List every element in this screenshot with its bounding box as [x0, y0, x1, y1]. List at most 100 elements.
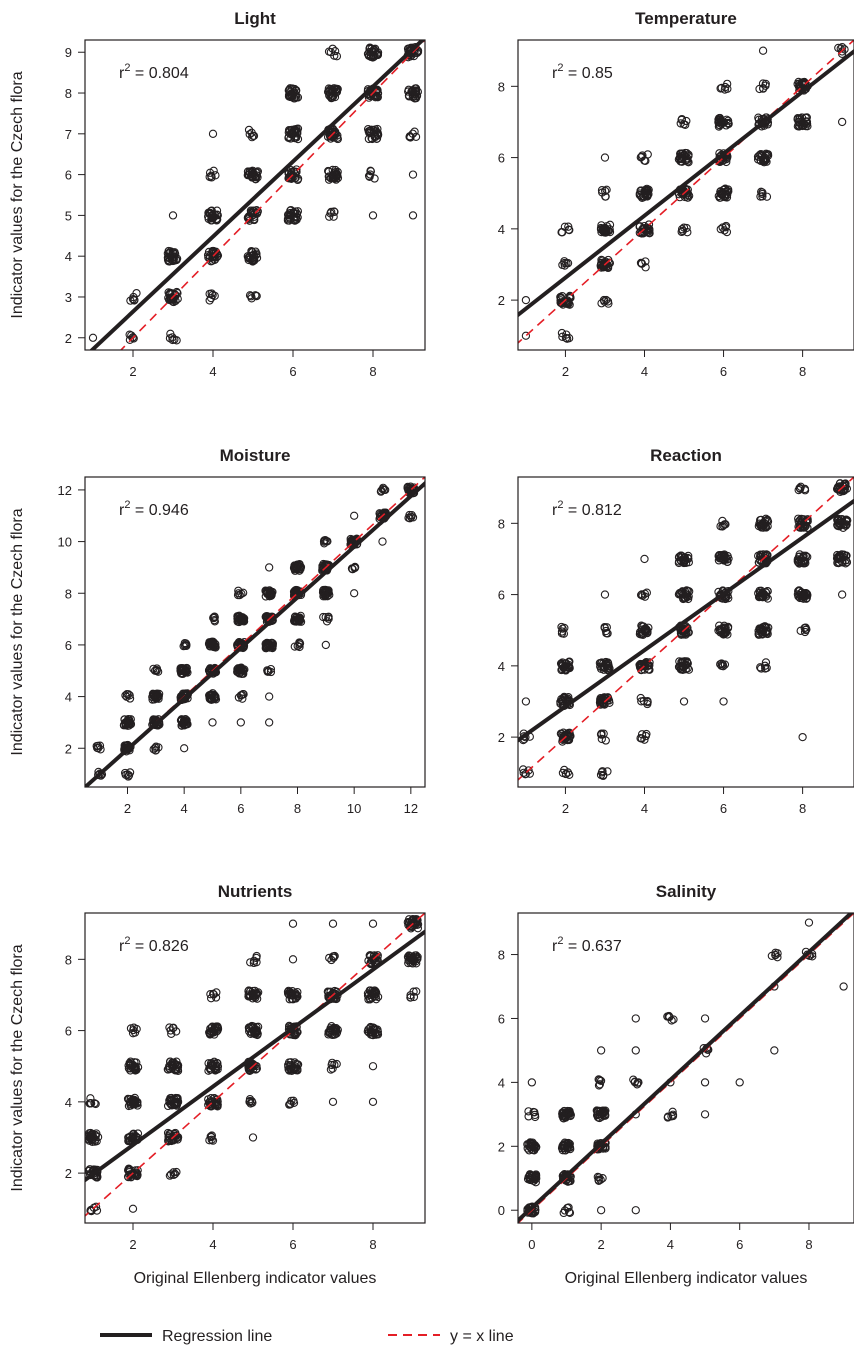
identity-line: [85, 913, 425, 1217]
data-point: [640, 554, 649, 564]
data-point: [521, 295, 531, 305]
data-point: [663, 1011, 678, 1025]
data-point: [350, 589, 359, 598]
legend: Regression line y = x line: [100, 1328, 514, 1345]
data-point: [674, 586, 694, 604]
data-point: [149, 742, 163, 755]
data-point: [714, 113, 733, 131]
data-point: [163, 1057, 183, 1075]
y-tick-label: 4: [498, 1075, 505, 1090]
data-point: [85, 1094, 100, 1109]
data-point: [121, 689, 135, 703]
data-point: [265, 692, 274, 701]
data-point: [176, 663, 192, 679]
data-point: [92, 741, 105, 754]
data-point: [636, 729, 651, 744]
data-point: [265, 718, 274, 727]
data-point: [368, 211, 378, 220]
data-point: [321, 640, 330, 650]
data-point: [753, 149, 773, 167]
data-point: [205, 1022, 223, 1039]
data-point: [376, 483, 390, 496]
data-point: [700, 1014, 710, 1023]
data-point: [403, 915, 423, 933]
panels: Light 2 4 6 8 2 3 4 5 6 7 8 9 r2 = 0.804 Temperature 2 4…: [58, 9, 854, 1252]
data-point: [290, 638, 305, 652]
data-point: [165, 1023, 181, 1038]
data-point: [288, 955, 298, 964]
panel-light: Light 2 4 6 8 2 3 4 5 6 7 8 9 r2 = 0.804: [65, 9, 426, 379]
data-point: [163, 246, 182, 266]
plot-frame: [517, 912, 854, 1224]
data-point: [716, 79, 732, 94]
data-point: [558, 257, 573, 270]
plot-area: [88, 40, 425, 350]
data-point: [123, 1164, 142, 1182]
data-point: [716, 659, 730, 671]
data-point: [758, 46, 768, 55]
x-axis-label-right: Original Ellenberg indicator values: [565, 1270, 808, 1287]
data-point: [798, 732, 807, 742]
data-point: [125, 330, 138, 345]
data-point: [126, 288, 141, 305]
x-tick-label: 6: [720, 801, 727, 816]
data-point: [405, 127, 421, 142]
data-point: [596, 1046, 606, 1055]
r-squared-annotation: r2 = 0.826: [119, 935, 189, 955]
data-point: [523, 1138, 541, 1155]
y-tick-label: 2: [498, 1139, 505, 1154]
data-point: [676, 114, 691, 130]
x-tick-label: 2: [129, 364, 136, 379]
y-tick-label: 8: [65, 952, 72, 967]
regression-line: [518, 48, 854, 318]
x-tick-label: 8: [799, 364, 806, 379]
y-tick-label: 5: [65, 208, 72, 223]
y-tick-label: 6: [65, 168, 72, 183]
data-point: [363, 43, 383, 62]
panel-reaction: Reaction 2 4 6 8 2 4 6 8 r2 = 0.812: [498, 446, 854, 816]
y-tick-label: 6: [65, 1024, 72, 1039]
plot-frame: [517, 476, 854, 788]
panel-title: Salinity: [656, 882, 717, 901]
plot-area: [85, 913, 425, 1217]
r-squared-annotation: r2 = 0.85: [552, 62, 613, 82]
data-point: [674, 621, 693, 639]
data-point: [233, 611, 249, 627]
data-point: [368, 1097, 378, 1107]
data-point: [285, 1096, 299, 1109]
data-point: [363, 124, 383, 144]
data-point: [674, 657, 694, 674]
data-point: [203, 246, 223, 266]
regression-line: [89, 40, 425, 350]
data-point: [408, 170, 418, 179]
data-point: [595, 657, 614, 675]
data-point: [323, 84, 342, 103]
data-point: [700, 1110, 710, 1119]
y-tick-label: 8: [498, 948, 505, 963]
data-point: [120, 768, 135, 781]
y-tick-label: 6: [65, 638, 72, 653]
x-tick-label: 0: [528, 1237, 535, 1252]
data-point: [635, 220, 654, 238]
data-point: [124, 1129, 143, 1147]
data-point: [404, 84, 423, 103]
data-point: [596, 1206, 606, 1215]
data-point: [243, 166, 262, 184]
data-point: [521, 331, 531, 340]
data-point: [631, 1206, 640, 1215]
data-point: [149, 664, 163, 676]
x-tick-label: 2: [562, 801, 569, 816]
data-point: [636, 588, 651, 601]
identity-line: [518, 40, 854, 344]
y-tick-label: 4: [65, 690, 72, 705]
y-tick-label: 6: [498, 588, 505, 603]
data-point: [767, 948, 782, 962]
data-point: [124, 1057, 143, 1075]
data-point: [700, 1078, 710, 1087]
data-point: [635, 184, 653, 202]
data-point: [557, 1138, 575, 1155]
data-point: [209, 612, 220, 626]
data-point: [674, 551, 693, 568]
data-point: [756, 658, 771, 673]
